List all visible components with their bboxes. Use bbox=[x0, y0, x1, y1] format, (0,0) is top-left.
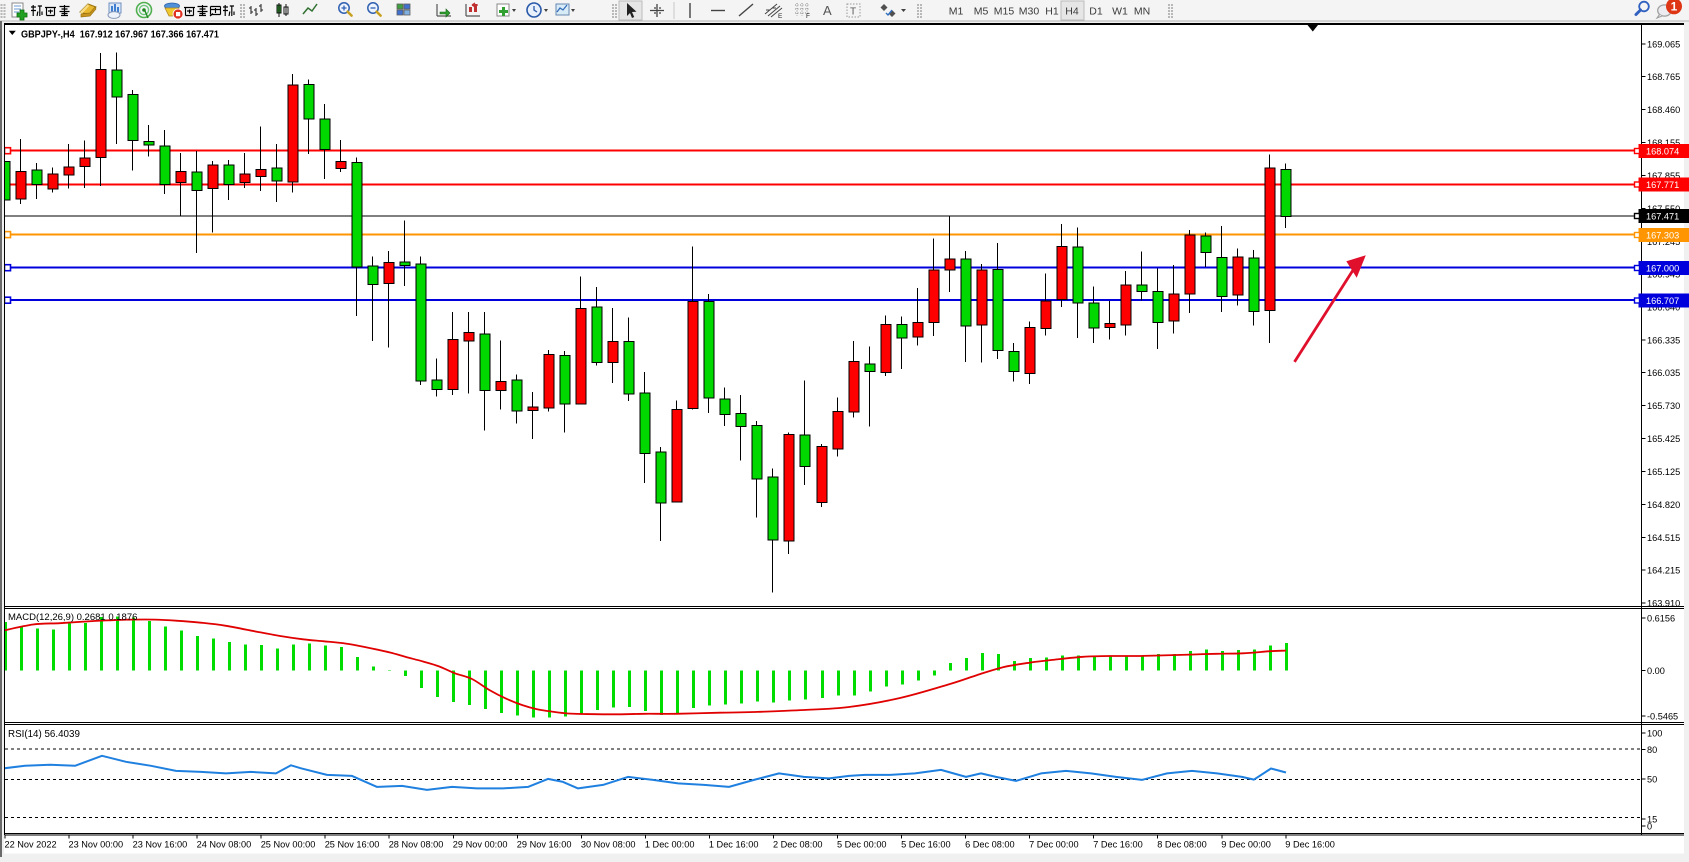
svg-text:W1: W1 bbox=[1112, 6, 1128, 18]
svg-text:100: 100 bbox=[1647, 729, 1662, 739]
svg-text:167.303: 167.303 bbox=[1646, 231, 1679, 241]
svg-text:1 Dec 16:00: 1 Dec 16:00 bbox=[709, 840, 759, 850]
svg-text:M5: M5 bbox=[974, 6, 989, 18]
svg-text:E: E bbox=[778, 13, 783, 20]
svg-text:MN: MN bbox=[1134, 6, 1150, 18]
svg-text:24 Nov 08:00: 24 Nov 08:00 bbox=[197, 840, 252, 850]
svg-text:0.00: 0.00 bbox=[1647, 666, 1665, 676]
svg-text:5 Dec 00:00: 5 Dec 00:00 bbox=[837, 840, 887, 850]
svg-text:0: 0 bbox=[1647, 822, 1652, 832]
svg-text:167.471: 167.471 bbox=[1646, 212, 1679, 222]
svg-text:167.771: 167.771 bbox=[1646, 180, 1679, 190]
svg-text:T: T bbox=[850, 7, 856, 18]
svg-text:9 Dec 16:00: 9 Dec 16:00 bbox=[1285, 840, 1335, 850]
svg-text:-0.5465: -0.5465 bbox=[1647, 712, 1678, 722]
svg-text:7 Dec 16:00: 7 Dec 16:00 bbox=[1093, 840, 1143, 850]
svg-text:168.765: 168.765 bbox=[1647, 72, 1680, 82]
svg-text:M1: M1 bbox=[949, 6, 964, 18]
svg-text:23 Nov 00:00: 23 Nov 00:00 bbox=[69, 840, 124, 850]
svg-text:25 Nov 16:00: 25 Nov 16:00 bbox=[325, 840, 380, 850]
svg-text:7 Dec 00:00: 7 Dec 00:00 bbox=[1029, 840, 1079, 850]
svg-text:50: 50 bbox=[1647, 775, 1657, 785]
svg-text:GBPJPY-,H4 167.912 167.967 16: GBPJPY-,H4 167.912 167.967 167.366 167.4… bbox=[21, 30, 219, 41]
svg-text:0.6156: 0.6156 bbox=[1647, 614, 1675, 624]
svg-text:23 Nov 16:00: 23 Nov 16:00 bbox=[133, 840, 188, 850]
svg-text:166.707: 166.707 bbox=[1646, 296, 1679, 306]
svg-text:168.074: 168.074 bbox=[1646, 147, 1679, 157]
svg-text:5 Dec 16:00: 5 Dec 16:00 bbox=[901, 840, 951, 850]
svg-text:F: F bbox=[806, 13, 810, 20]
svg-text:25 Nov 00:00: 25 Nov 00:00 bbox=[261, 840, 316, 850]
svg-text:H4: H4 bbox=[1065, 6, 1079, 18]
svg-text:163.910: 163.910 bbox=[1647, 599, 1680, 609]
svg-text:166.335: 166.335 bbox=[1647, 336, 1680, 346]
svg-text:164.820: 164.820 bbox=[1647, 500, 1680, 510]
svg-text:8 Dec 08:00: 8 Dec 08:00 bbox=[1157, 840, 1207, 850]
svg-text:30 Nov 08:00: 30 Nov 08:00 bbox=[581, 840, 636, 850]
svg-text:167.000: 167.000 bbox=[1646, 264, 1679, 274]
svg-text:29 Nov 00:00: 29 Nov 00:00 bbox=[453, 840, 508, 850]
svg-text:80: 80 bbox=[1647, 745, 1657, 755]
svg-text:M15: M15 bbox=[994, 6, 1015, 18]
svg-text:1: 1 bbox=[1671, 0, 1678, 14]
svg-text:9 Dec 00:00: 9 Dec 00:00 bbox=[1221, 840, 1271, 850]
svg-text:H1: H1 bbox=[1045, 6, 1059, 18]
svg-text:28 Nov 08:00: 28 Nov 08:00 bbox=[389, 840, 444, 850]
svg-text:29 Nov 16:00: 29 Nov 16:00 bbox=[517, 840, 572, 850]
svg-text:164.215: 164.215 bbox=[1647, 566, 1680, 576]
svg-text:22 Nov 2022: 22 Nov 2022 bbox=[5, 840, 57, 850]
svg-text:1 Dec 00:00: 1 Dec 00:00 bbox=[645, 840, 695, 850]
svg-text:6 Dec 08:00: 6 Dec 08:00 bbox=[965, 840, 1015, 850]
svg-text:A: A bbox=[823, 3, 832, 18]
svg-text:M30: M30 bbox=[1019, 6, 1040, 18]
svg-text:166.035: 166.035 bbox=[1647, 368, 1680, 378]
svg-text:164.515: 164.515 bbox=[1647, 533, 1680, 543]
svg-text:165.125: 165.125 bbox=[1647, 467, 1680, 477]
svg-text:168.460: 168.460 bbox=[1647, 105, 1680, 115]
svg-text:165.730: 165.730 bbox=[1647, 401, 1680, 411]
svg-text:D1: D1 bbox=[1089, 6, 1103, 18]
svg-text:2 Dec 08:00: 2 Dec 08:00 bbox=[773, 840, 823, 850]
svg-text:RSI(14) 56.4039: RSI(14) 56.4039 bbox=[8, 729, 80, 740]
svg-text:169.065: 169.065 bbox=[1647, 40, 1680, 50]
svg-text:MACD(12,26,9) 0.2681 0.1876: MACD(12,26,9) 0.2681 0.1876 bbox=[8, 612, 137, 623]
svg-text:165.425: 165.425 bbox=[1647, 434, 1680, 444]
